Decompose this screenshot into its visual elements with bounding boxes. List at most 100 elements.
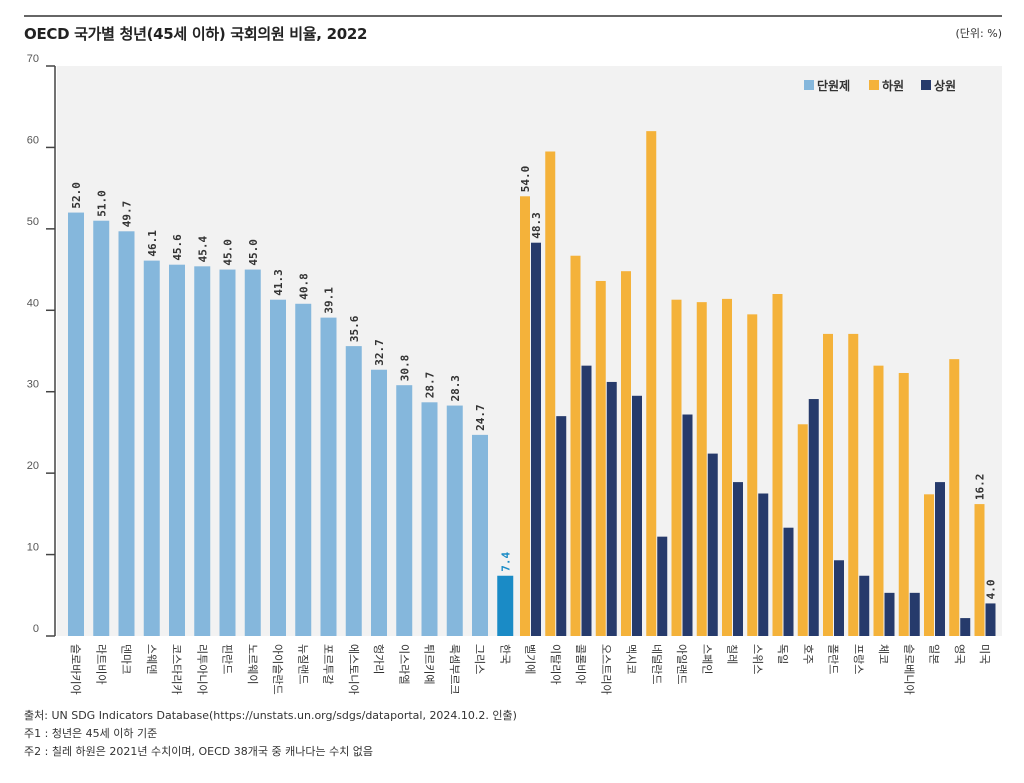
bar-unicameral	[396, 385, 413, 636]
y-axis: 0 10 20 30 40 50 60 70	[27, 53, 56, 637]
x-tick-label: 아일랜드	[675, 644, 689, 684]
bar-lower-house	[949, 359, 960, 636]
legend-swatch-unicameral	[804, 80, 814, 90]
bar-upper-house	[531, 242, 541, 636]
bar-lower-house	[898, 372, 909, 636]
x-tick-label: 폴란드	[827, 644, 840, 674]
legend-swatch-upper	[921, 80, 931, 90]
x-tick-label: 체코	[877, 644, 890, 664]
x-tick-label: 멕시코	[625, 644, 638, 674]
bar-unicameral	[371, 369, 387, 636]
data-label: 7.4	[499, 551, 512, 571]
data-label: 32.7	[373, 339, 386, 366]
data-label: 49.7	[121, 201, 134, 228]
bar-upper-house	[758, 493, 769, 636]
x-tick-label: 칠레	[726, 644, 739, 664]
bar-lower-house	[873, 365, 884, 636]
unit-label: (단위: %)	[955, 27, 1002, 40]
y-tick-label: 50	[27, 216, 39, 228]
x-tick-label: 라트비아	[94, 644, 107, 684]
data-label: 24.7	[474, 404, 487, 431]
data-label: 52.0	[70, 182, 83, 209]
data-label: 54.0	[519, 166, 532, 193]
bar-upper-house	[783, 527, 794, 636]
x-tick-label: 포르투갈	[322, 644, 336, 684]
bar-upper-house	[632, 395, 642, 636]
bar-upper-house	[909, 592, 920, 636]
x-tick-label: 리투아니아	[195, 644, 208, 695]
x-tick-label: 일본	[928, 644, 942, 664]
x-tick-label: 스페인	[700, 644, 713, 674]
y-tick-label: 20	[27, 460, 39, 472]
bar-upper-house	[606, 381, 617, 636]
bar-lower-house	[545, 151, 556, 636]
bar-upper-house	[556, 416, 567, 636]
bar-unicameral	[219, 269, 236, 636]
x-tick-label: 독일	[776, 644, 790, 664]
bar-lower-house	[924, 494, 934, 636]
bar-upper-house	[859, 575, 870, 636]
data-label: 4.0	[985, 580, 998, 600]
bar-unicameral	[295, 303, 312, 636]
x-tick-label: 이스라엘	[397, 644, 410, 684]
source-note: 출처: UN SDG Indicators Database(https://u…	[24, 709, 517, 722]
data-label: 51.0	[95, 190, 108, 217]
bar-upper-house	[657, 536, 668, 636]
bar-lower-house	[797, 424, 808, 636]
bar-unicameral	[93, 220, 110, 636]
data-label: 45.0	[247, 239, 260, 266]
x-tick-label: 영국	[953, 644, 966, 664]
note-1: 주1 : 청년은 45세 이하 기준	[24, 727, 158, 740]
data-label: 45.4	[196, 235, 209, 262]
x-tick-label: 콜롬비아	[574, 644, 587, 684]
bar-korea	[497, 575, 514, 636]
bar-lower-house	[671, 299, 682, 636]
x-tick-label: 그리스	[473, 644, 486, 674]
x-tick-label: 호주	[801, 644, 814, 664]
bar-upper-house	[682, 414, 693, 636]
x-axis-labels: 슬로바키아 라트비아 덴마크 스웨덴 코스타리카 리투아니아 핀란드 노르웨이 아이슬란드 뉴질랜…	[69, 644, 991, 695]
bar-upper-house	[985, 603, 996, 636]
bar-unicameral	[472, 434, 488, 636]
data-label: 28.3	[449, 375, 462, 402]
bar-upper-house	[884, 592, 895, 636]
x-tick-label: 헝가리	[372, 644, 385, 674]
x-tick-label: 아이슬란드	[271, 644, 284, 695]
bar-upper-house	[808, 399, 819, 636]
x-tick-label: 벨기에	[524, 644, 537, 674]
legend-label-unicameral: 단원제	[817, 78, 850, 93]
bar-lower-house	[848, 333, 859, 636]
x-tick-label: 한국	[498, 644, 511, 664]
x-tick-label: 미국	[978, 644, 991, 664]
bar-chart: 0 10 20 30 40 50 60 70 52.0 51.0 49.7 46.1 45.6 45.4…	[27, 53, 1002, 695]
legend: 단원제 하원 상원	[804, 78, 956, 93]
data-label: 48.3	[530, 212, 543, 239]
data-label: 41.3	[272, 269, 285, 296]
x-tick-label: 에스토니아	[347, 644, 360, 695]
x-tick-label: 네덜란드	[650, 644, 663, 684]
x-tick-label: 이탈리아	[549, 644, 562, 684]
footer-notes: 출처: UN SDG Indicators Database(https://u…	[24, 707, 517, 761]
bar-unicameral	[345, 346, 362, 636]
data-label: 45.0	[222, 239, 235, 266]
y-tick-label: 0	[33, 623, 39, 635]
x-tick-label: 덴마크	[120, 644, 133, 674]
bar-lower-house	[722, 298, 732, 636]
bar-lower-house	[646, 131, 657, 636]
bar-unicameral	[270, 299, 286, 636]
y-tick-label: 60	[27, 134, 39, 146]
bar-unicameral	[169, 264, 185, 636]
x-tick-label: 슬로베니아	[902, 644, 915, 695]
legend-label-upper: 상원	[934, 78, 956, 93]
bar-unicameral	[143, 260, 160, 636]
data-label: 30.8	[398, 355, 411, 382]
legend-swatch-lower	[869, 80, 879, 90]
y-tick-label: 70	[27, 53, 39, 65]
bar-lower-house	[570, 255, 581, 636]
bar-upper-house	[733, 482, 743, 636]
bar-upper-house	[960, 618, 971, 636]
data-label: 35.6	[348, 315, 361, 342]
chart-title: OECD 국가별 청년(45세 이하) 국회의원 비율, 2022	[24, 25, 368, 43]
note-2: 주2 : 칠레 하원은 2021년 수치이며, OECD 38개국 중 캐나다는…	[24, 745, 374, 758]
bar-lower-house	[621, 271, 631, 636]
